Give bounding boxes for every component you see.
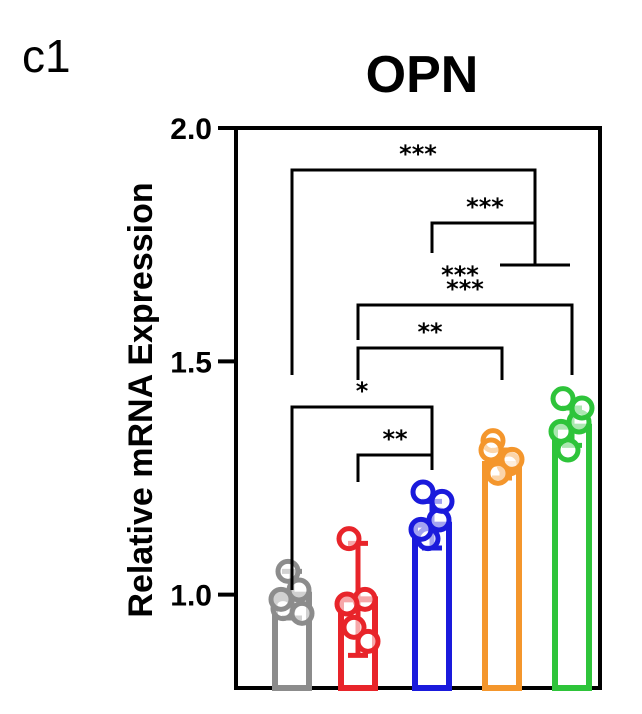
data-point — [548, 418, 574, 444]
data-point — [478, 437, 504, 463]
y-tick-labels: 1.0 1.5 2.0 — [170, 113, 212, 613]
significance-bracket — [356, 453, 434, 482]
significance-label: * — [356, 377, 369, 405]
y-tick-label: 1.5 — [170, 346, 212, 379]
data-point — [550, 386, 576, 412]
data-point — [289, 600, 315, 626]
significance-label: ** — [382, 425, 408, 453]
data-point — [336, 526, 362, 552]
data-point — [334, 591, 360, 617]
data-point — [410, 479, 436, 505]
significance-bracket — [356, 346, 504, 380]
significance-bracket — [356, 303, 574, 375]
significance-label: ** — [417, 318, 443, 346]
significance-bracket — [290, 168, 537, 375]
significance-label: *** — [399, 140, 437, 168]
data-point — [341, 614, 367, 640]
data-point — [429, 488, 455, 514]
significance-brackets: ***************** — [290, 140, 574, 590]
y-tick-label: 1.0 — [170, 580, 212, 613]
data-point — [268, 586, 294, 612]
data-point — [355, 628, 381, 654]
y-tick-label: 2.0 — [170, 113, 212, 146]
data-point — [485, 460, 511, 486]
y-axis-label: Relative mRNA Expression — [122, 182, 160, 617]
significance-label: *** — [446, 275, 484, 303]
data-points — [268, 386, 595, 654]
data-point — [499, 446, 525, 472]
bar — [552, 423, 592, 691]
significance-label: *** — [441, 261, 479, 289]
significance-label: *** — [466, 193, 504, 221]
data-point — [408, 516, 434, 542]
significance-bracket — [290, 405, 434, 590]
data-point — [569, 395, 595, 421]
data-point — [275, 558, 301, 584]
chart-title: OPN — [366, 46, 479, 104]
bar — [482, 461, 522, 691]
significance-bracket — [430, 221, 537, 265]
panel-label: c1 — [22, 30, 71, 82]
